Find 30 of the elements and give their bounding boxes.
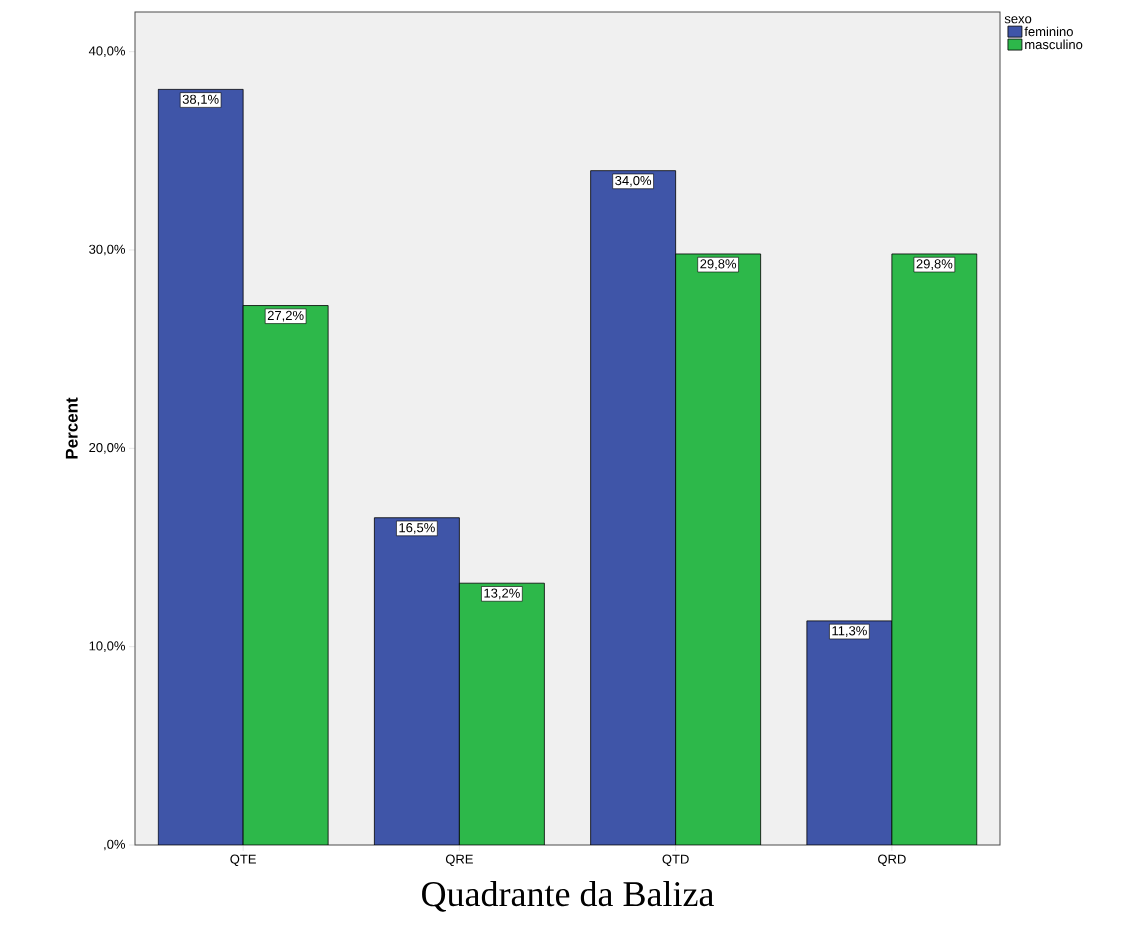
bar bbox=[373, 517, 460, 845]
bar bbox=[458, 582, 545, 845]
legend-label: feminino bbox=[1024, 26, 1073, 37]
data-label: 11,3% bbox=[832, 626, 867, 637]
x-tick-label: QRE bbox=[445, 854, 473, 867]
bar bbox=[243, 305, 329, 845]
y-tick-label: 10,0% bbox=[89, 641, 126, 653]
bar bbox=[590, 170, 677, 845]
data-label: 38,1% bbox=[182, 94, 219, 106]
y-tick-label: 30,0% bbox=[89, 244, 126, 256]
bar bbox=[891, 253, 978, 845]
y-axis-title: Percent bbox=[65, 397, 78, 459]
bar bbox=[158, 89, 244, 845]
data-label: 34,0% bbox=[615, 175, 652, 187]
data-label: 29,8% bbox=[700, 259, 737, 271]
x-axis-title: Quadrante da Baliza bbox=[422, 880, 714, 912]
data-label: 13,2% bbox=[484, 588, 520, 600]
y-tick-label: 20,0% bbox=[89, 442, 126, 454]
data-label: 16,5% bbox=[399, 523, 435, 534]
y-tick-label: 40,0% bbox=[88, 46, 126, 58]
x-tick-label: QTD bbox=[662, 854, 689, 867]
bar bbox=[675, 253, 762, 845]
y-tick-label: ,0% bbox=[104, 839, 126, 851]
x-tick-label: QTE bbox=[230, 854, 256, 867]
data-label: 27,2% bbox=[267, 310, 304, 322]
bar bbox=[806, 620, 893, 845]
legend-title: sexo bbox=[1004, 16, 1032, 24]
data-label: 29,8% bbox=[916, 259, 953, 271]
x-tick-label: QRD bbox=[878, 854, 906, 867]
legend-label: masculino bbox=[1025, 39, 1083, 50]
